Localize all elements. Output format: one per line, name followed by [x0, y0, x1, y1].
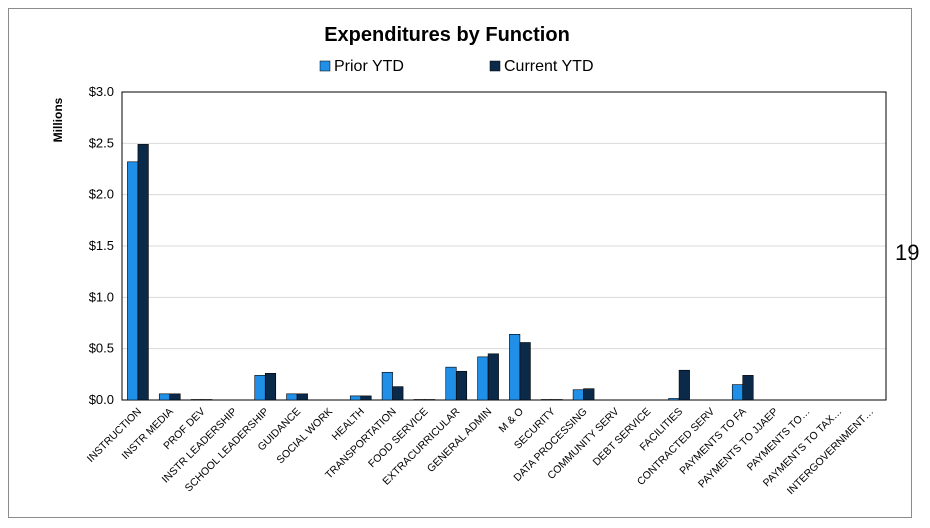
- y-tick-label: $2.0: [89, 187, 114, 202]
- bar-prior: [286, 393, 298, 401]
- bar-current: [678, 369, 690, 401]
- legend-label: Prior YTD: [334, 58, 404, 75]
- bar-prior: [190, 399, 202, 401]
- bar-current: [742, 375, 754, 401]
- bar-current: [424, 399, 436, 401]
- bar-current: [169, 393, 181, 401]
- bar-prior: [127, 161, 139, 401]
- chart-frame: $0.0 $0.5 $1.0 $1.5 $2.0 $2.5 $3.0 Millions Expe…: [8, 8, 912, 518]
- bar-prior: [572, 389, 584, 401]
- bar-prior: [731, 384, 744, 401]
- x-tick-label: SOCIAL WORK: [274, 406, 335, 467]
- bar-current: [264, 373, 277, 401]
- y-axis-label: Millions: [51, 97, 65, 142]
- bar-current: [455, 370, 468, 401]
- x-tick-label: DEBT SERVICE: [591, 406, 654, 469]
- bar-prior: [413, 399, 425, 401]
- bar-current: [392, 386, 404, 401]
- y-tick-label: $3.0: [89, 84, 114, 99]
- y-tick-label: $2.5: [89, 135, 114, 150]
- bar-current: [296, 393, 308, 401]
- legend-swatch: [489, 60, 501, 72]
- legend-label: Current YTD: [504, 58, 594, 75]
- bar-current: [551, 399, 563, 401]
- bar-prior: [254, 375, 266, 401]
- expenditures-chart: $0.0 $0.5 $1.0 $1.5 $2.0 $2.5 $3.0 Millions Expe…: [51, 24, 887, 497]
- x-tick-label: INSTRUCTION: [85, 406, 144, 465]
- y-tick-label: $0.0: [89, 392, 114, 407]
- bar-current: [137, 144, 149, 401]
- bar-current: [519, 342, 531, 401]
- bar-prior: [509, 333, 521, 401]
- plot-area: [121, 91, 887, 401]
- x-tick-label: M & O: [497, 406, 527, 436]
- bar-prior: [381, 371, 393, 401]
- bar-prior: [540, 399, 553, 401]
- bar-prior: [668, 398, 680, 401]
- bar-current: [487, 353, 499, 401]
- bar-current: [201, 399, 213, 401]
- bar-prior: [349, 395, 362, 401]
- bar-current: [583, 388, 595, 401]
- legend-swatch: [319, 60, 331, 72]
- page-number: 19: [895, 240, 920, 265]
- bar-prior: [158, 393, 171, 401]
- bar-prior: [445, 366, 457, 401]
- y-tick-label: $1.0: [89, 289, 114, 304]
- y-tick-label: $1.5: [89, 238, 114, 253]
- y-tick-label: $0.5: [89, 341, 114, 356]
- bar-current: [360, 395, 372, 401]
- bar-prior: [477, 356, 489, 401]
- chart-title: Expenditures by Function: [324, 24, 570, 46]
